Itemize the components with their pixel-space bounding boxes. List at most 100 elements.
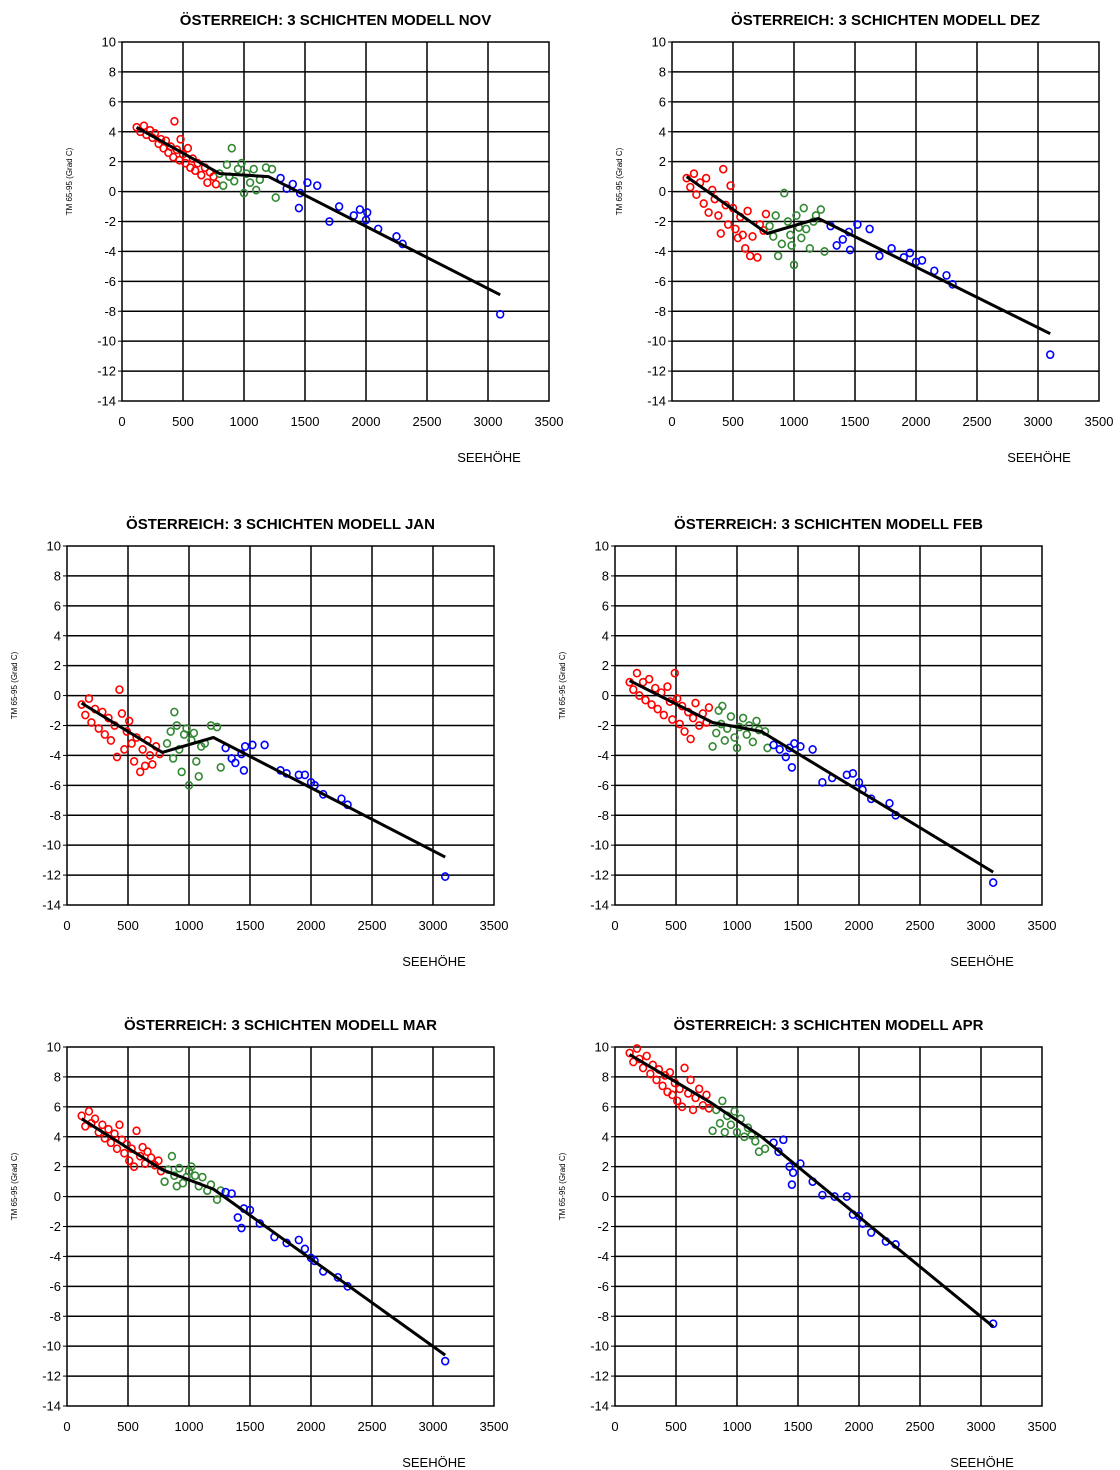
data-point: [726, 1120, 736, 1130]
y-tick-label: 6: [54, 1099, 61, 1114]
data-point: [854, 777, 864, 787]
data-point: [743, 206, 752, 216]
data-point: [748, 737, 758, 747]
y-tick-label: -10: [590, 838, 609, 853]
x-tick-label: 1500: [236, 1419, 265, 1434]
y-tick-label: 8: [54, 568, 61, 583]
data-point: [198, 1172, 207, 1182]
x-axis-label: SEEHÖHE: [402, 1455, 466, 1470]
x-tick-label: 2500: [906, 1419, 935, 1434]
y-tick-label: -4: [104, 244, 116, 259]
data-point: [441, 1356, 450, 1366]
data-point: [125, 1156, 134, 1166]
x-tick-label: 3000: [967, 1419, 996, 1434]
data-point: [112, 1144, 122, 1154]
x-axis-label: SEEHÖHE: [1007, 450, 1071, 465]
x-axis-label: SEEHÖHE: [950, 1455, 1014, 1470]
data-point: [178, 1178, 188, 1188]
chart-title: ÖSTERREICH: 3 SCHICHTEN MODELL MAR: [124, 1017, 437, 1034]
data-point: [853, 220, 862, 229]
x-tick-label: 2000: [352, 414, 381, 429]
data-point: [670, 668, 679, 678]
data-point: [726, 712, 736, 721]
data-point: [115, 1120, 124, 1130]
fit-line: [80, 701, 446, 859]
data-point: [100, 730, 110, 739]
y-tick-label: 6: [109, 94, 116, 109]
chart-panel: ÖSTERREICH: 3 SCHICHTEN MODELL JAN 0 500 10…: [10, 516, 508, 969]
data-point: [239, 188, 249, 198]
x-tick-label: 0: [668, 414, 675, 429]
data-point: [808, 745, 817, 754]
data-point: [787, 1180, 797, 1190]
data-point: [249, 164, 258, 174]
data-point: [708, 1126, 717, 1136]
x-tick-label: 2500: [963, 414, 992, 429]
x-tick-label: 1000: [230, 414, 259, 429]
data-point: [665, 1068, 675, 1077]
x-tick-label: 1000: [723, 1419, 752, 1434]
data-point: [701, 173, 711, 183]
data-point: [392, 232, 401, 241]
y-tick-label: -12: [42, 868, 61, 883]
data-point: [227, 143, 237, 153]
data-point: [233, 164, 243, 174]
x-tick-label: 500: [117, 918, 139, 933]
data-point: [694, 721, 704, 730]
data-point: [787, 762, 797, 772]
y-tick-label: 2: [659, 154, 666, 169]
scatter-series: [765, 188, 829, 270]
y-tick-label: -2: [597, 718, 609, 733]
y-tick-label: -8: [654, 304, 666, 319]
data-point: [820, 247, 829, 256]
data-point: [98, 1120, 107, 1130]
data-point: [638, 1063, 648, 1073]
data-point: [143, 1147, 152, 1157]
x-tick-label: 2500: [358, 1419, 387, 1434]
data-point: [781, 752, 790, 762]
y-tick-label: 2: [602, 1159, 609, 1174]
data-point: [765, 221, 774, 231]
data-point: [714, 211, 723, 220]
y-tick-label: 4: [659, 124, 666, 139]
data-point: [865, 224, 874, 234]
data-point: [129, 1162, 139, 1172]
data-point: [805, 244, 815, 253]
data-point: [730, 1106, 739, 1116]
y-tick-label: -8: [597, 1309, 609, 1324]
y-tick-label: -6: [597, 778, 609, 793]
data-point: [689, 169, 699, 179]
data-point: [271, 193, 280, 202]
data-point: [647, 700, 656, 709]
y-tick-label: -2: [104, 214, 116, 229]
y-tick-label: -14: [42, 898, 61, 913]
x-tick-label: 0: [611, 918, 618, 933]
data-point: [760, 1144, 770, 1154]
data-point: [680, 727, 689, 736]
data-point: [175, 1163, 184, 1173]
data-point: [830, 1192, 839, 1201]
data-point: [783, 217, 793, 226]
chart-title: ÖSTERREICH: 3 SCHICHTEN MODELL NOV: [180, 12, 491, 29]
data-point: [168, 754, 178, 763]
y-tick-label: 2: [602, 658, 609, 673]
data-point: [780, 188, 789, 198]
y-tick-label: -2: [49, 1219, 61, 1234]
x-tick-label: 0: [611, 1419, 618, 1434]
data-point: [117, 709, 127, 718]
data-point: [738, 713, 748, 723]
y-tick-label: 10: [47, 1040, 61, 1055]
x-tick-label: 500: [117, 1419, 139, 1434]
y-tick-label: -14: [97, 394, 116, 409]
y-axis-label: TM 65-95 (Grad C): [10, 651, 19, 719]
data-point: [191, 166, 200, 176]
y-tick-label: 0: [602, 1189, 609, 1204]
y-tick-label: -8: [49, 1309, 61, 1324]
y-tick-label: 10: [102, 35, 116, 50]
data-point: [653, 704, 662, 714]
y-tick-label: 6: [602, 1099, 609, 1114]
data-point: [818, 777, 827, 787]
data-point: [668, 1090, 677, 1100]
y-tick-label: 2: [54, 1159, 61, 1174]
x-tick-label: 1500: [784, 918, 813, 933]
